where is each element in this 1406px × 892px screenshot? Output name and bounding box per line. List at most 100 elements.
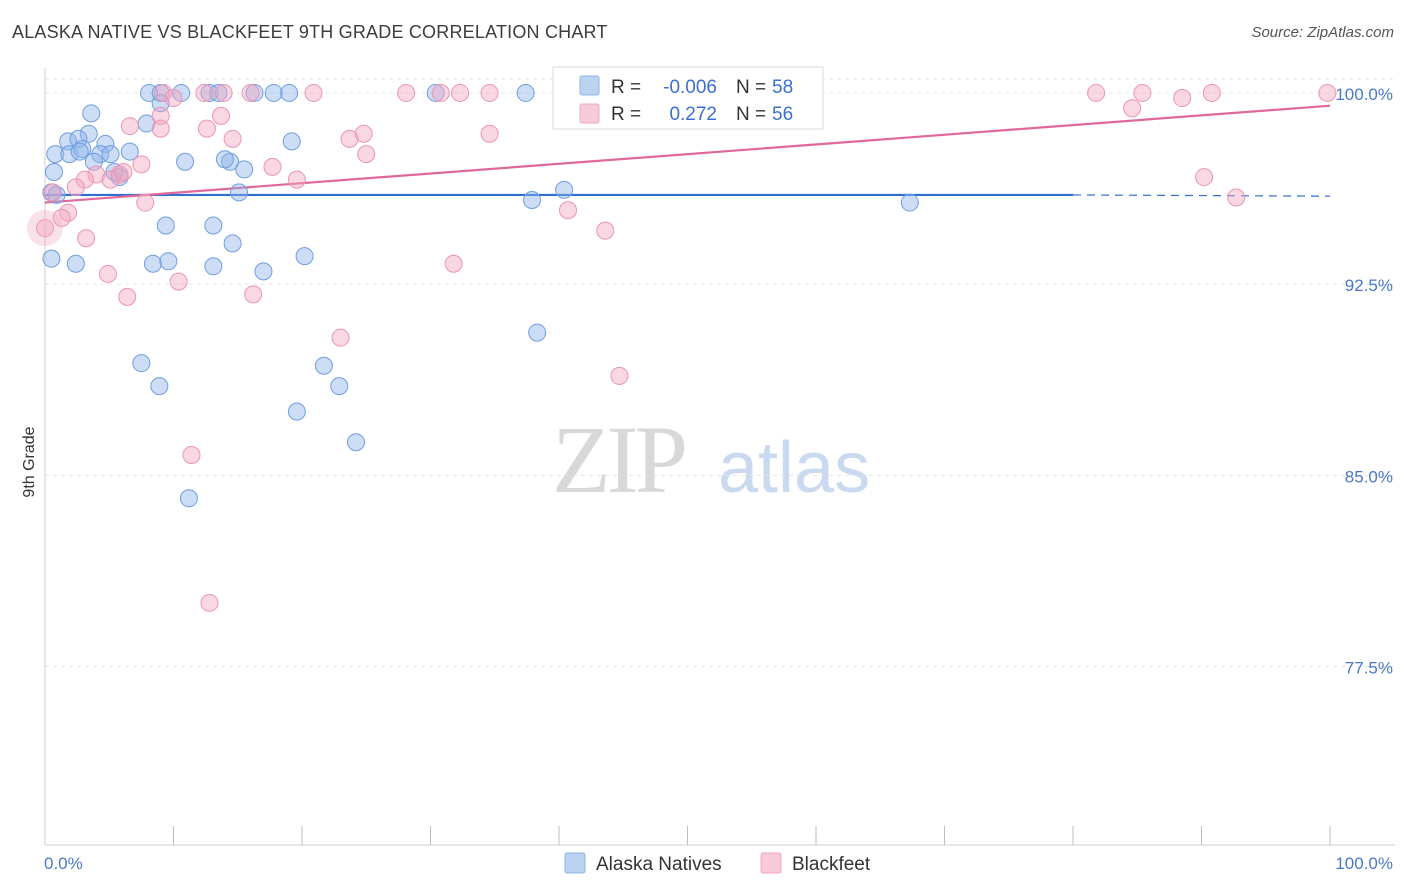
data-point (132, 354, 151, 373)
data-point (200, 593, 219, 612)
data-point (204, 257, 223, 276)
data-point (1202, 83, 1221, 102)
data-point (444, 254, 463, 273)
data-point (397, 83, 416, 102)
data-point (230, 183, 249, 202)
legend-r-value-blackfeet: 0.272 (669, 104, 717, 125)
data-point (287, 402, 306, 421)
watermark-zip: ZIP (552, 406, 685, 513)
data-point (151, 119, 170, 138)
data-point (555, 180, 574, 199)
series-alaska-natives (42, 83, 919, 508)
data-point (295, 247, 314, 266)
legend-r-label-alaska: R = (611, 77, 641, 98)
data-point (1173, 89, 1192, 108)
data-point (245, 83, 264, 102)
legend-r-label-blackfeet: R = (611, 104, 641, 125)
data-point (42, 249, 61, 268)
data-point (195, 83, 214, 102)
x-tick-label-max: 100.0% (1335, 854, 1393, 873)
data-point (287, 170, 306, 189)
legend-swatch-alaska-natives (579, 75, 600, 96)
x-tick-label-min: 0.0% (44, 854, 83, 873)
data-point (197, 119, 216, 138)
data-point (98, 264, 117, 283)
legend-n-label-alaska: N = (736, 77, 766, 98)
data-point (77, 229, 96, 248)
y-tick-label: 100.0% (1335, 85, 1393, 104)
data-point (75, 170, 94, 189)
data-point (314, 356, 333, 375)
data-point (516, 83, 535, 102)
data-point (596, 221, 615, 240)
bottom-legend-blackfeet: Blackfeet (792, 854, 871, 875)
chart-source: Source: ZipAtlas.com (1251, 24, 1394, 41)
data-point (263, 157, 282, 176)
data-point (150, 377, 169, 396)
data-point (36, 219, 54, 238)
trend-lines (44, 104, 1331, 204)
data-point (82, 104, 101, 123)
data-point (528, 323, 547, 342)
data-point (280, 83, 299, 102)
data-point (164, 89, 183, 108)
trendline-blackfeet (44, 104, 1331, 204)
data-point (91, 145, 110, 164)
data-point (214, 83, 233, 102)
y-tick-label: 92.5% (1345, 276, 1393, 295)
data-point (304, 83, 323, 102)
data-point (480, 83, 499, 102)
data-point (176, 152, 195, 171)
data-point (346, 433, 365, 452)
bottom-legend-alaska-natives: Alaska Natives (596, 854, 722, 875)
data-point (169, 272, 188, 291)
data-point (244, 285, 263, 304)
legend-swatch-blackfeet (579, 103, 600, 124)
series-blackfeet (36, 83, 1337, 612)
data-point (156, 216, 175, 235)
data-point (70, 142, 89, 161)
data-point (101, 145, 120, 164)
data-point (118, 287, 137, 306)
chart-title: ALASKA NATIVE VS BLACKFEET 9TH GRADE COR… (12, 22, 608, 42)
data-point (114, 162, 133, 181)
data-point (52, 208, 71, 227)
data-point (143, 254, 162, 273)
data-point (209, 83, 228, 102)
data-point (900, 193, 919, 212)
data-point (1318, 83, 1337, 102)
data-point (223, 129, 242, 148)
y-tick-label: 85.0% (1345, 467, 1393, 486)
data-point (223, 234, 242, 253)
data-point (558, 201, 577, 220)
stats-legend: R = -0.006 N = 58 R = 0.272 N = 56 (552, 66, 824, 130)
data-point (340, 129, 359, 148)
bottom-legend-swatch-alaska-natives (564, 852, 586, 874)
data-point (212, 106, 231, 125)
data-point (221, 152, 240, 171)
data-point (354, 124, 373, 143)
data-point (523, 191, 542, 210)
legend-r-value-alaska: -0.006 (663, 77, 717, 98)
data-point (431, 83, 450, 102)
y-tick-label: 77.5% (1345, 659, 1393, 678)
data-point (480, 124, 499, 143)
legend-n-label-blackfeet: N = (736, 104, 766, 125)
legend-n-value-alaska: 58 (772, 77, 793, 98)
y-axis-label: 9th Grade (21, 426, 38, 497)
data-point (179, 489, 198, 508)
data-point-large (27, 210, 63, 247)
data-point (154, 83, 173, 102)
trendline-alaska-natives-extension (1072, 194, 1331, 197)
data-point (282, 132, 301, 151)
data-point (66, 254, 85, 273)
data-point (151, 106, 170, 125)
data-point (235, 160, 254, 179)
data-point (46, 145, 65, 164)
data-point (159, 252, 178, 271)
data-point (1087, 83, 1106, 102)
data-point (1123, 99, 1142, 118)
data-point (204, 216, 223, 235)
data-point (357, 145, 376, 164)
data-point (73, 140, 92, 159)
